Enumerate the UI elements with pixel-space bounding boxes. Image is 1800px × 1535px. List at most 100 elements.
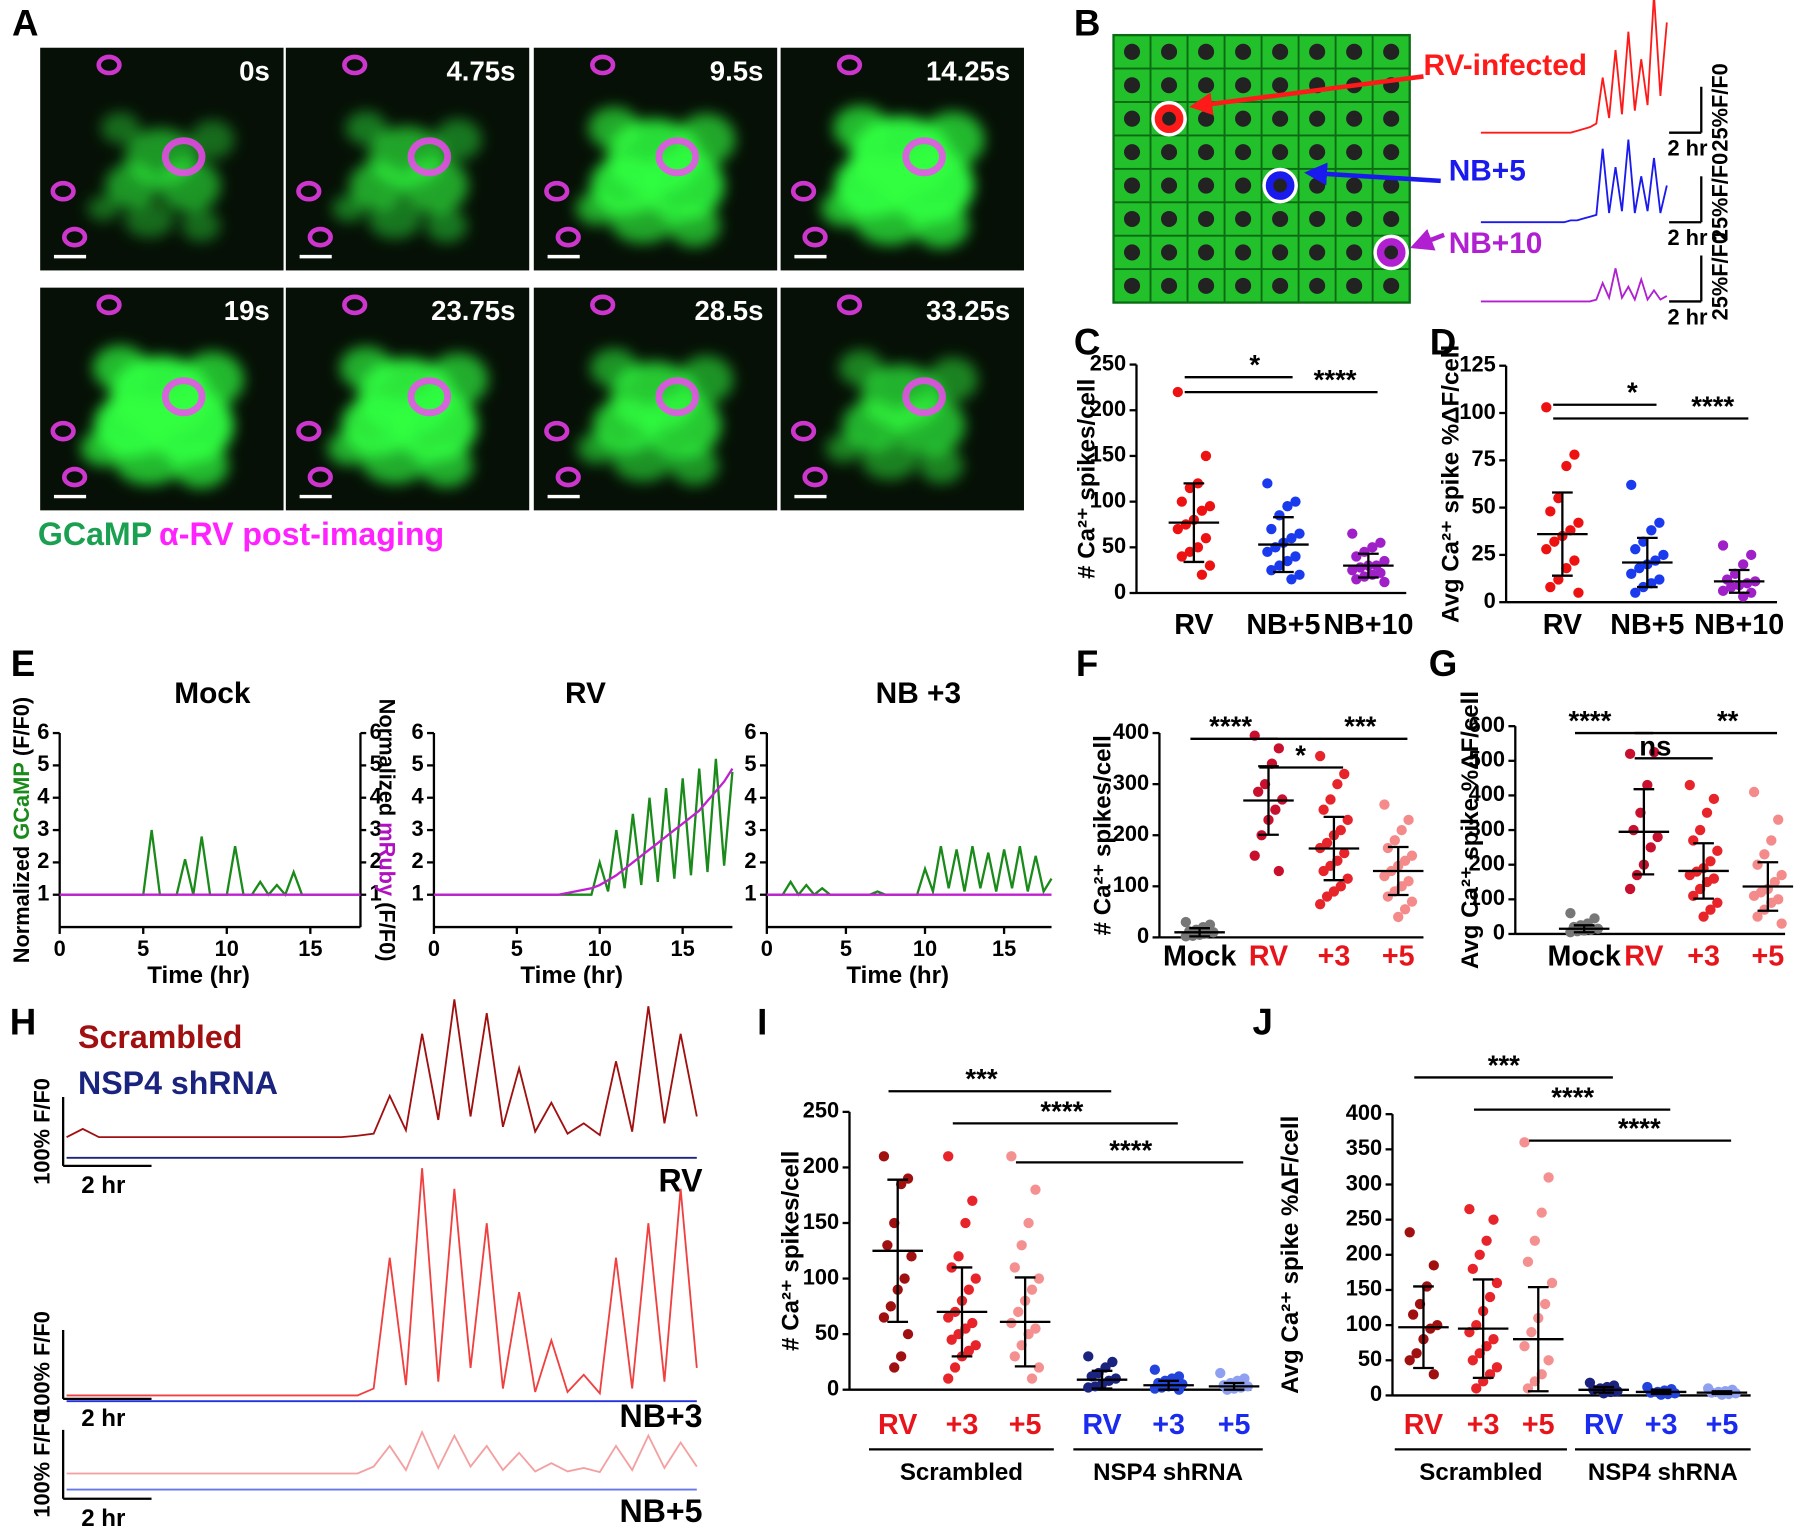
nucleus [1235,244,1252,261]
data-point [1393,911,1404,923]
y-tick-label: 6 [411,719,423,744]
category-label: +3 [1467,1409,1500,1441]
nucleus [1161,244,1178,261]
data-point [943,1373,954,1384]
y-tick-label: 100 [1469,885,1505,910]
data-point [1149,1364,1161,1375]
timestamp: 23.75s [431,295,515,326]
label-part: mRuby [375,822,400,896]
data-point [1646,578,1657,589]
data-point [1624,748,1636,760]
nucleus [1384,245,1399,260]
data-point [949,1362,961,1373]
data-point [1553,492,1564,504]
cell-signal [100,112,141,145]
data-point [1545,506,1556,517]
y-tick-label: 400 [1346,1100,1382,1125]
cell-signal [668,204,721,247]
cell-signal [854,194,926,246]
y-tick-label: 100 [1113,872,1149,897]
panel-label: A [12,3,39,44]
rv-cell [555,226,581,248]
x-tick-label: 15 [298,936,322,961]
time-scale: 2 hr [81,1405,126,1432]
data-point [1342,814,1353,826]
category-label: Mock [1163,941,1236,973]
panel-label: B [1074,3,1101,44]
data-point [1488,1334,1499,1345]
data-point [1176,551,1187,562]
data-point [1339,768,1350,780]
category-label: +5 [1218,1409,1251,1441]
data-point [1172,523,1183,535]
cell-signal [124,202,175,238]
x-tick-label: 15 [992,936,1016,961]
rv-cell [802,466,828,488]
y-tick-label: 200 [1113,821,1149,846]
rv-cell [655,377,700,417]
data-point [1023,1217,1034,1229]
cell-signal [92,345,149,391]
data-point [1282,555,1293,567]
data-point [1404,1355,1415,1366]
y-tick-label: 1 [411,880,423,905]
cell-signal [425,208,468,243]
data-point [1545,581,1556,593]
y-axis-label: # Ca²⁺ spikes/cell [777,1151,804,1351]
data-point [1717,540,1729,551]
data-point [1759,849,1770,860]
cell-signal [420,443,474,488]
y-tick-label: 150 [1090,442,1126,467]
cell-signal [368,200,422,239]
data-point [1016,1240,1027,1251]
nucleus [1235,277,1252,294]
data-point [1026,1373,1038,1384]
y-axis-label: # Ca²⁺ spikes/cell [1090,735,1117,935]
nucleus [1123,43,1141,60]
data-point [967,1195,978,1206]
nucleus [1346,43,1363,60]
y-axis-label: Normalized GCaMP (F/F0) [9,697,34,963]
rv-cell [61,226,88,248]
data-point [1107,1356,1118,1368]
rv-cell [307,466,333,488]
nucleus [1383,177,1400,194]
nucleus [1198,277,1215,294]
significance-label: * [1295,739,1306,770]
y-tick-label: 2 [411,848,423,873]
data-point [889,1362,900,1373]
nucleus [1235,43,1252,60]
y-tick-label: 0 [1370,1381,1382,1406]
time-scale: 2 hr [1668,136,1708,161]
y-tick-label: 4 [744,783,756,808]
cell-signal [612,438,674,482]
y2-tick-label: 3 [370,816,382,841]
chart-title: NB +3 [876,677,961,710]
amp-scale: 25%F/F0 [1708,153,1733,241]
data-point [1519,1341,1530,1352]
group-label: NSP4 shRNA [1588,1459,1738,1486]
data-point [1484,1291,1496,1303]
y-tick-label: 500 [1469,747,1505,772]
label-part: Normalized [375,699,400,823]
nucleus [1272,77,1289,94]
cell-signal [575,191,619,225]
rv-cell [902,377,946,417]
cell-signal [833,105,889,151]
y-tick-label: 150 [1346,1276,1382,1301]
significance-label: **** [1040,1095,1083,1126]
significance-label: ns [1639,730,1671,761]
rv-cell [50,420,76,442]
rv-cell [296,180,322,202]
y2-axis-label: Normalized mRuby (F/F0) [375,699,400,962]
data-point [1565,525,1576,536]
cell-signal [927,357,978,402]
data-point [899,1273,910,1284]
timestamp: 14.25s [926,55,1010,86]
arrow [1409,229,1445,251]
data-point [1204,560,1216,571]
data-point [1180,916,1192,928]
significance-label: **** [1551,1082,1594,1113]
rv-cell [590,54,616,76]
nucleus [1346,144,1363,161]
